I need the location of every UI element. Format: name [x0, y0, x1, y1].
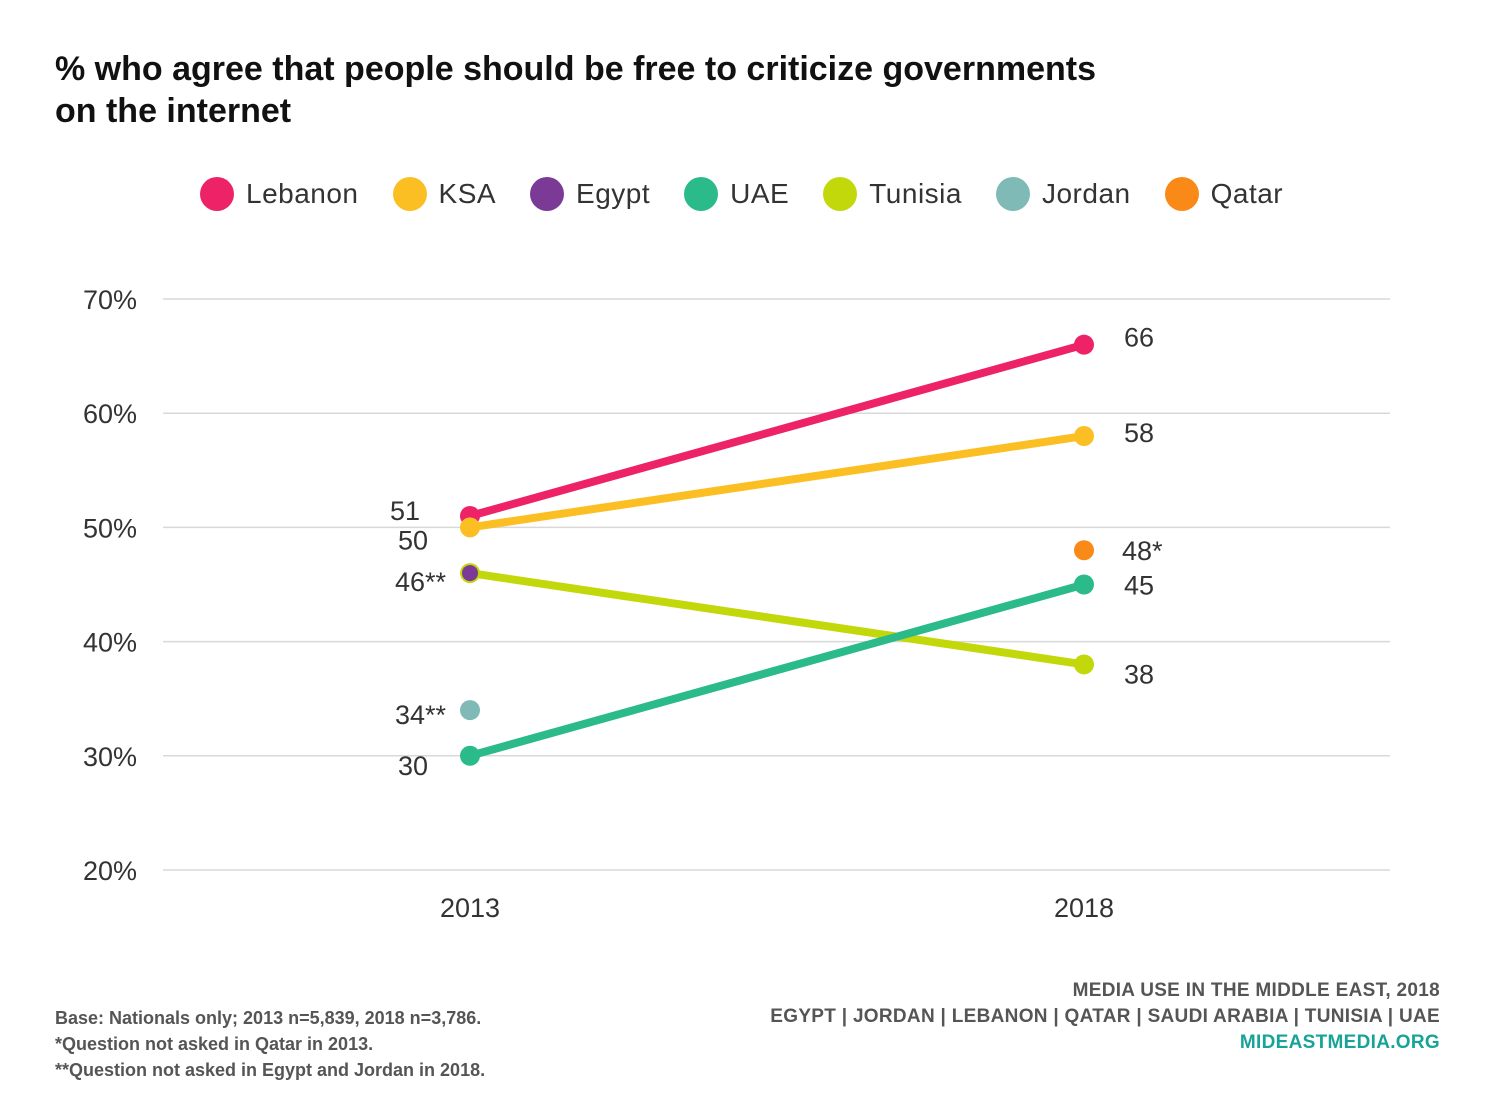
y-tick-label: 20%: [83, 856, 137, 886]
source-url: MIDEASTMEDIA.ORG: [1239, 1032, 1440, 1053]
legend-item-egypt: Egypt: [530, 177, 650, 211]
legend-swatch-lebanon: [200, 177, 234, 211]
legend-swatch-egypt: [530, 177, 565, 211]
y-tick-label: 40%: [83, 628, 137, 658]
data-label-lebanon-2013: 51: [390, 496, 420, 526]
legend: Lebanon KSA Egypt UAE Tunisia Jordan Qatar: [200, 172, 1317, 216]
legend-swatch-qatar: [1164, 177, 1199, 211]
legend-swatch-tunisia: [823, 177, 858, 211]
data-label-tunisia-2018: 38: [1124, 659, 1154, 689]
legend-swatch-uae: [684, 177, 719, 211]
legend-label-tunisia: Tunisia: [869, 178, 962, 209]
point-uae-2018: [1074, 574, 1094, 595]
series-line-ksa: [466, 432, 1088, 532]
legend-label-uae: UAE: [730, 178, 790, 209]
legend-label-lebanon: Lebanon: [246, 178, 359, 209]
series-line-tunisia: [466, 569, 1088, 669]
legend-item-qatar: Qatar: [1164, 177, 1284, 211]
chart-title: % who agree that people should be free t…: [55, 48, 1355, 132]
point-uae-2013: [460, 745, 480, 766]
point-ksa-2018: [1074, 426, 1094, 447]
source-block: MEDIA USE IN THE MIDDLE EAST, 2018 EGYPT…: [770, 978, 1440, 1056]
legend-label-qatar: Qatar: [1210, 178, 1284, 209]
legend-swatch-ksa: [392, 177, 427, 211]
y-tick-label: 70%: [83, 285, 137, 315]
data-label-ksa-2018: 58: [1124, 418, 1154, 448]
footer-notes: Base: Nationals only; 2013 n=5,839, 2018…: [55, 1005, 485, 1083]
legend-item-ksa: KSA: [392, 177, 497, 211]
point-egypt-2013: [462, 565, 478, 582]
series-line-uae: [466, 580, 1088, 760]
source-countries: EGYPT | JORDAN | LEBANON | QATAR | SAUDI…: [770, 1006, 1440, 1027]
y-tick-label: 60%: [83, 399, 137, 429]
chart-title-line-2: on the internet: [55, 92, 292, 130]
source-title: MEDIA USE IN THE MIDDLE EAST, 2018: [1072, 980, 1440, 1001]
legend-label-jordan: Jordan: [1041, 178, 1131, 209]
data-label-lebanon-2018: 66: [1124, 323, 1154, 353]
legend-item-uae: UAE: [684, 177, 789, 211]
data-label-uae-2013: 30: [398, 751, 428, 781]
data-label-qatar-2018: 48*: [1122, 536, 1163, 566]
legend-item-lebanon: Lebanon: [200, 177, 359, 211]
point-lebanon-2018: [1074, 334, 1094, 355]
data-label-uae-2018: 45: [1124, 571, 1154, 601]
legend-label-ksa: KSA: [438, 178, 497, 209]
data-label-jordan-2013: 34**: [395, 700, 447, 730]
x-tick-label: 2013: [440, 893, 500, 923]
egypt-jordan-note: **Question not asked in Egypt and Jordan…: [55, 1060, 486, 1080]
series-line-lebanon: [466, 340, 1088, 520]
point-jordan-2013: [460, 700, 480, 721]
y-tick-label: 30%: [83, 742, 137, 772]
point-tunisia-2018: [1074, 654, 1094, 675]
x-tick-label: 2018: [1054, 893, 1114, 923]
legend-label-egypt: Egypt: [576, 178, 651, 209]
data-label-tunisia-2013: 46**: [395, 567, 447, 597]
legend-item-tunisia: Tunisia: [823, 177, 962, 211]
legend-item-jordan: Jordan: [995, 177, 1131, 211]
data-label-ksa-2013: 50: [398, 525, 428, 555]
point-qatar-2018: [1074, 540, 1094, 561]
chart-title-line-1: % who agree that people should be free t…: [55, 50, 1096, 88]
base-note: Base: Nationals only; 2013 n=5,839, 2018…: [55, 1008, 482, 1028]
y-tick-label: 50%: [83, 513, 137, 543]
legend-swatch-jordan: [995, 177, 1030, 211]
point-ksa-2013: [460, 517, 480, 538]
qatar-note: *Question not asked in Qatar in 2013.: [55, 1034, 374, 1054]
